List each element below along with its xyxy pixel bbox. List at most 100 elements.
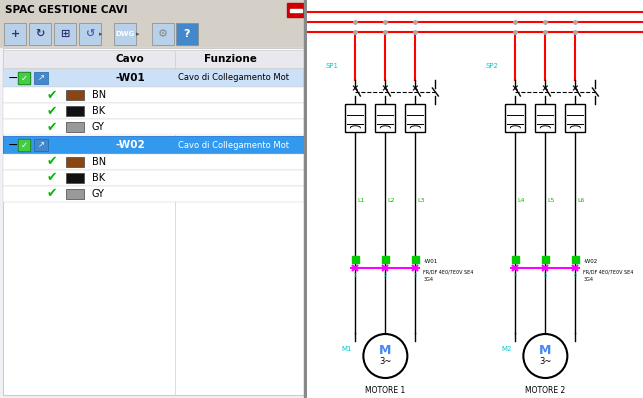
Text: L5: L5 (547, 197, 555, 203)
Circle shape (523, 334, 567, 378)
Circle shape (363, 334, 408, 378)
Text: ✓: ✓ (21, 140, 28, 150)
Bar (345, 104, 365, 132)
Text: SP1: SP1 (325, 63, 338, 69)
Bar (29, 23, 51, 45)
Text: 2: 2 (384, 273, 387, 278)
Bar (176, 23, 198, 45)
Bar (18, 72, 30, 84)
Text: M2: M2 (502, 346, 512, 352)
Bar (287, 3, 305, 17)
Bar (536, 104, 556, 132)
Text: MOTORE 1: MOTORE 1 (365, 386, 406, 395)
Text: L4: L4 (518, 197, 525, 203)
Bar (34, 72, 48, 84)
Bar (3, 186, 304, 202)
Text: FR/DF 4E0/7E0V SE4: FR/DF 4E0/7E0V SE4 (423, 270, 474, 275)
Text: BK: BK (92, 106, 105, 116)
Bar (19, 73, 29, 83)
Bar (291, 9, 302, 12)
Text: 5: 5 (544, 273, 547, 278)
Text: 3G4: 3G4 (583, 277, 593, 282)
Text: Cavo: Cavo (116, 54, 145, 64)
Bar (376, 104, 395, 132)
Text: ↗: ↗ (37, 74, 44, 82)
Bar (152, 23, 174, 45)
Bar (0, 48, 307, 398)
Bar (66, 106, 84, 116)
Text: -W02: -W02 (115, 140, 145, 150)
Text: -W01: -W01 (115, 73, 145, 83)
Text: ✔: ✔ (47, 156, 57, 168)
Text: −: − (8, 72, 19, 84)
Bar (66, 173, 84, 183)
Text: 1: 1 (354, 273, 357, 278)
Bar (3, 136, 304, 154)
Bar (114, 23, 136, 45)
Text: 3G4: 3G4 (423, 277, 433, 282)
Text: SPAC GESTIONE CAVI: SPAC GESTIONE CAVI (5, 5, 127, 15)
Text: ✔: ✔ (47, 121, 57, 133)
Bar (18, 139, 30, 151)
Bar (3, 48, 304, 395)
Text: Cavo di Collegamento Mot: Cavo di Collegamento Mot (178, 140, 289, 150)
Bar (19, 140, 29, 150)
Text: 3~: 3~ (379, 357, 392, 367)
Bar (3, 103, 304, 119)
Text: L2: L2 (387, 197, 395, 203)
Bar (3, 170, 304, 186)
Bar (572, 256, 579, 263)
Text: ⚙: ⚙ (158, 29, 168, 39)
Text: +: + (10, 29, 20, 39)
Bar (4, 23, 26, 45)
Bar (3, 50, 304, 68)
Text: 4: 4 (514, 273, 517, 278)
Bar (0, 20, 307, 48)
Text: BN: BN (92, 90, 106, 100)
Bar (3, 69, 304, 87)
Text: MOTORE 2: MOTORE 2 (525, 386, 565, 395)
Text: 3~: 3~ (539, 357, 552, 367)
Bar (34, 139, 48, 151)
Text: ?: ? (184, 29, 190, 39)
Text: Funzione: Funzione (204, 54, 257, 64)
Bar (505, 104, 525, 132)
Text: ✔: ✔ (47, 105, 57, 117)
Bar (405, 104, 426, 132)
Text: 6: 6 (574, 273, 577, 278)
Bar (352, 256, 359, 263)
Text: ▸: ▸ (136, 31, 140, 37)
Text: ✔: ✔ (47, 88, 57, 101)
Text: SP2: SP2 (485, 63, 498, 69)
Bar (512, 256, 519, 263)
Text: FR/DF 4E0/7E0V SE4: FR/DF 4E0/7E0V SE4 (583, 270, 634, 275)
Text: ✔: ✔ (47, 172, 57, 185)
Bar (412, 256, 419, 263)
Text: M: M (379, 343, 392, 357)
Bar (3, 119, 304, 135)
Bar (382, 256, 389, 263)
Text: GY: GY (92, 189, 105, 199)
Bar (0, 0, 307, 20)
Bar (66, 90, 84, 100)
Text: BK: BK (92, 173, 105, 183)
Text: L1: L1 (358, 197, 365, 203)
Text: L3: L3 (417, 197, 425, 203)
Text: GY: GY (92, 122, 105, 132)
Bar (3, 154, 304, 170)
Text: ✔: ✔ (47, 187, 57, 201)
Text: Cavo di Collegamento Mot: Cavo di Collegamento Mot (178, 74, 289, 82)
Bar (66, 122, 84, 132)
Bar (66, 189, 84, 199)
Bar (3, 87, 304, 103)
Text: BN: BN (92, 157, 106, 167)
Text: -W02: -W02 (583, 259, 597, 264)
Bar (565, 104, 585, 132)
Text: -W01: -W01 (423, 259, 438, 264)
Text: L6: L6 (577, 197, 584, 203)
Text: M1: M1 (341, 346, 352, 352)
Text: ⊞: ⊞ (60, 29, 69, 39)
Bar (542, 256, 549, 263)
Bar (54, 23, 76, 45)
Bar (66, 157, 84, 167)
